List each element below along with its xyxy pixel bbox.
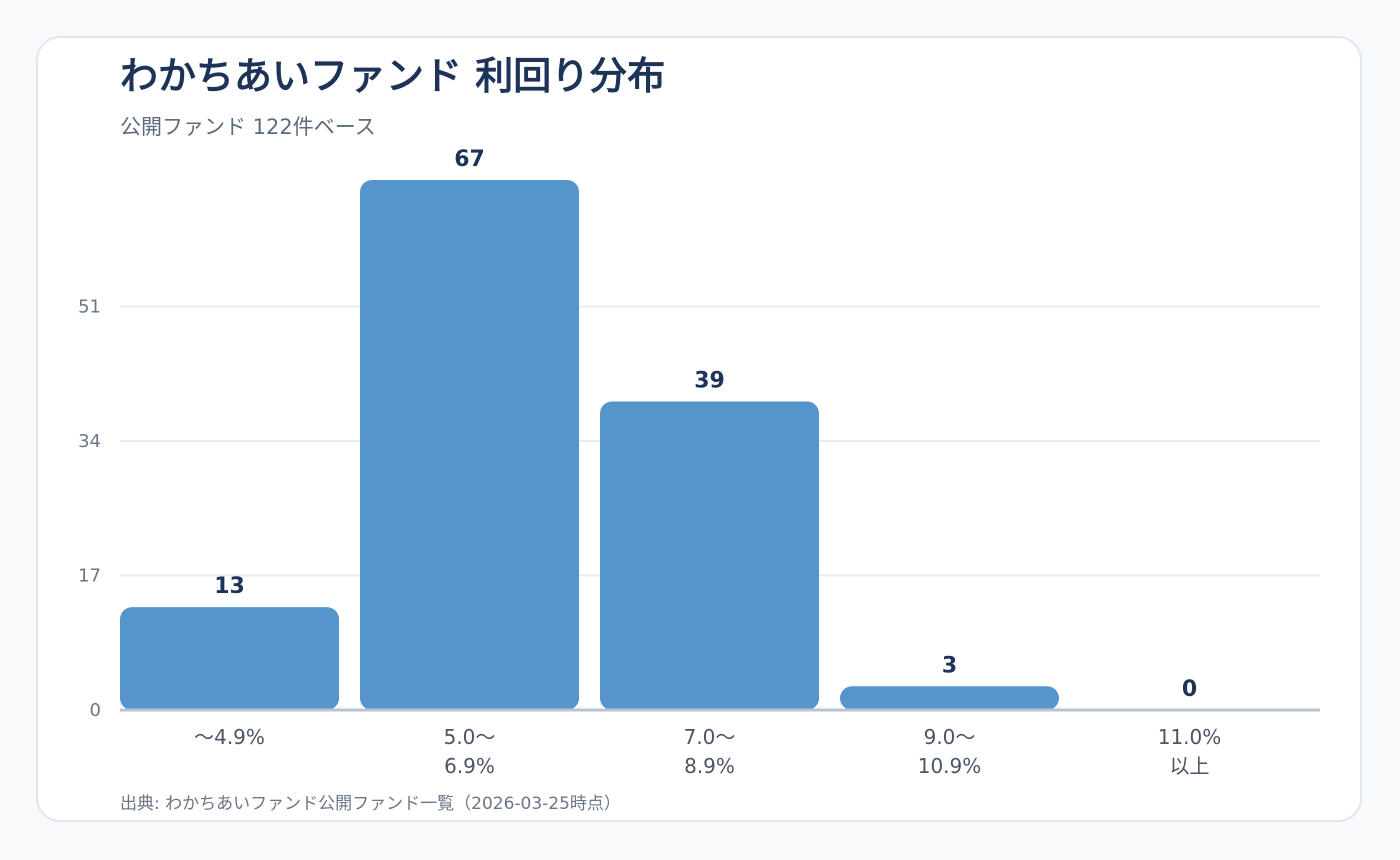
bar-value-label: 13 <box>214 574 245 599</box>
x-category-label: 7.0〜 8.9% <box>684 725 736 778</box>
bar <box>120 607 339 710</box>
chart-subtitle: 公開ファンド 122件ベース <box>120 115 376 139</box>
bar-value-label: 39 <box>694 368 725 393</box>
bar <box>840 686 1059 710</box>
y-axis-ticks: 0 17 34 51 <box>78 297 101 721</box>
value-labels: 13 67 39 3 0 <box>214 147 1197 702</box>
x-category-label: 5.0〜 6.9% <box>444 725 496 778</box>
bar-value-label: 0 <box>1182 677 1197 702</box>
bar <box>360 180 579 710</box>
x-category-label: 9.0〜 10.9% <box>918 725 982 778</box>
y-tick-label: 34 <box>78 431 101 452</box>
x-category-label: 11.0%以上 <box>1158 725 1222 778</box>
y-tick-label: 51 <box>78 297 101 318</box>
x-category-label: 〜4.9% <box>194 725 265 749</box>
y-tick-label: 0 <box>90 700 101 721</box>
chart-title: わかちあいファンド 利回り分布 <box>120 54 666 98</box>
y-tick-label: 17 <box>78 566 101 587</box>
bar-value-label: 67 <box>454 147 485 172</box>
bar <box>600 401 819 710</box>
x-axis-category-labels: 〜4.9% 5.0〜 6.9% 7.0〜 8.9% 9.0〜 10.9% 11.0%以上 <box>194 725 1221 778</box>
chart-source-note: 出典: わかちあいファンド公開ファンド一覧（2026-03-25時点） <box>120 794 621 814</box>
bars <box>120 180 1059 710</box>
bar-value-label: 3 <box>942 653 957 678</box>
